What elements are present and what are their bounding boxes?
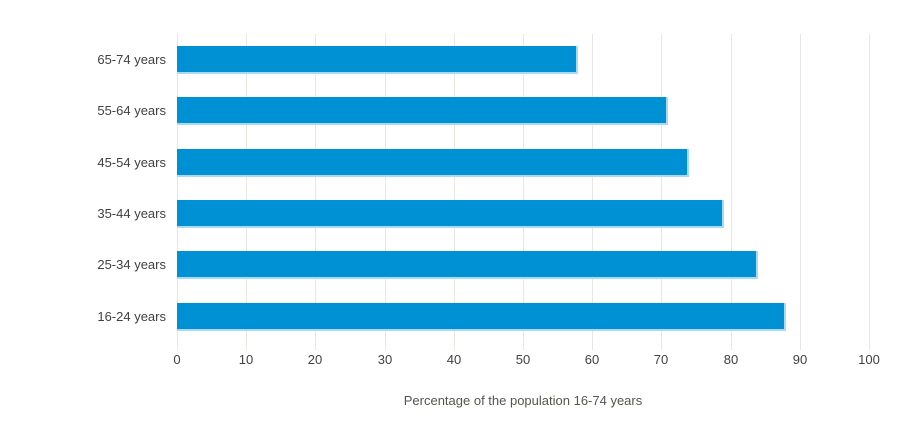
- y-label-55-64-years: 55-64 years: [97, 103, 166, 119]
- bar-row: [177, 239, 869, 290]
- x-tick-label-80: 80: [723, 352, 739, 367]
- x-axis-title: Percentage of the population 16-74 years: [403, 393, 643, 408]
- y-label-65-74-years: 65-74 years: [97, 52, 166, 67]
- bar-25-34-years: [177, 251, 759, 280]
- x-tick-label-30: 30: [377, 352, 393, 367]
- plot-area: [177, 34, 870, 350]
- x-tick-label-90: 90: [792, 352, 808, 367]
- gridline-20: [315, 34, 316, 350]
- gridline-60: [592, 34, 593, 350]
- bar-row: [177, 85, 869, 136]
- bar-row: [177, 137, 869, 188]
- gridline-90: [800, 34, 801, 350]
- bar-45-54-years: [177, 148, 690, 177]
- y-label-25-34-years: 25-34 years: [97, 257, 166, 273]
- bar-55-64-years: [177, 97, 669, 126]
- gridline-80: [731, 34, 732, 350]
- x-tick-label-60: 60: [584, 352, 600, 367]
- x-tick-label-20: 20: [307, 352, 323, 367]
- bar-16-24-years: [177, 302, 786, 331]
- x-tick-label-10: 10: [238, 352, 254, 367]
- x-tick-label-100: 100: [858, 352, 880, 367]
- y-label-45-54-years: 45-54 years: [97, 154, 166, 170]
- gridline-50: [523, 34, 524, 350]
- bar-row: [177, 188, 869, 239]
- y-label-35-44-years: 35-44 years: [97, 206, 166, 221]
- y-label-16-24-years: 16-24 years: [97, 308, 166, 324]
- gridline-100: [869, 34, 870, 350]
- x-tick-label-70: 70: [653, 352, 669, 367]
- x-tick-label-50: 50: [515, 352, 531, 367]
- gridline-10: [246, 34, 247, 350]
- bar-row: [177, 34, 869, 85]
- gridline-70: [661, 34, 662, 350]
- gridline-0: [177, 34, 178, 350]
- x-tick-label-0: 0: [173, 352, 181, 367]
- bar-65-74-years: [177, 46, 579, 74]
- bar-35-44-years: [177, 200, 724, 228]
- gridline-40: [454, 34, 455, 350]
- bar-row: [177, 291, 869, 342]
- gridline-30: [385, 34, 386, 350]
- x-tick-label-40: 40: [446, 352, 462, 367]
